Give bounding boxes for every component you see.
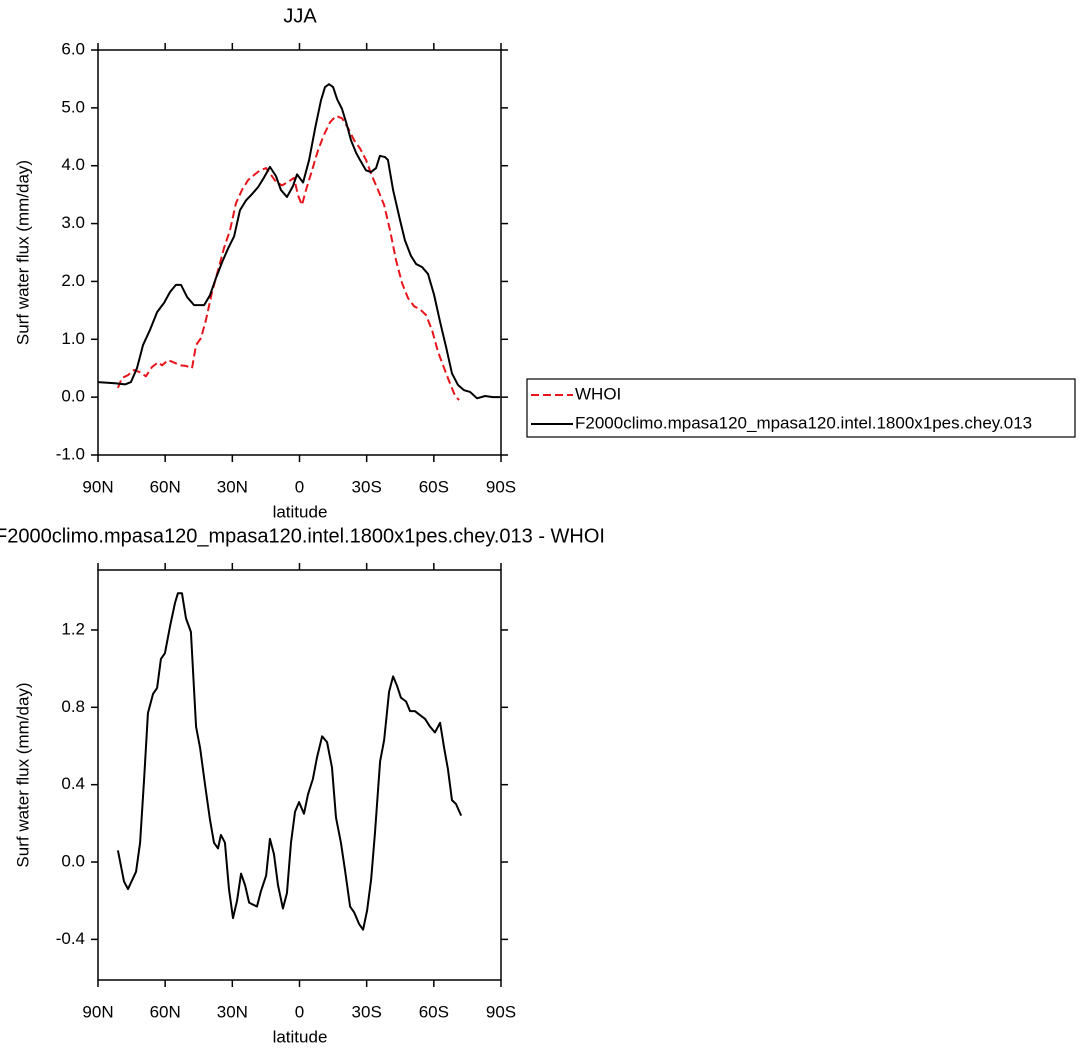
- y-tick-label: 5.0: [61, 97, 85, 116]
- y-axis-label: Surf water flux (mm/day): [13, 682, 32, 867]
- x-tick-label: 30N: [217, 477, 248, 496]
- y-tick-label: 3.0: [61, 213, 85, 232]
- y-tick-label: -1.0: [56, 444, 85, 463]
- chart-title: F2000climo.mpasa120_mpasa120.intel.1800x…: [0, 525, 605, 547]
- y-tick-label: 0.0: [61, 852, 85, 871]
- x-tick-label: 60N: [150, 1002, 181, 1021]
- x-axis-label: latitude: [273, 1027, 328, 1046]
- x-tick-label: 0: [295, 477, 304, 496]
- legend-label: WHOI: [575, 384, 621, 403]
- x-tick-label: 0: [295, 1002, 304, 1021]
- plot-frame: [97, 49, 502, 456]
- x-tick-label: 90S: [486, 1002, 516, 1021]
- data-line: [117, 114, 460, 401]
- x-tick-label: 60S: [419, 1002, 449, 1021]
- plot-frame: [97, 569, 502, 981]
- legend-box: [526, 378, 1076, 438]
- x-axis-label: latitude: [273, 502, 328, 521]
- y-tick-label: 0.0: [61, 387, 85, 406]
- y-tick-label: 1.2: [61, 619, 85, 638]
- x-tick-label: 30S: [352, 1002, 382, 1021]
- y-tick-label: 0.4: [61, 774, 85, 793]
- y-tick-label: -0.4: [56, 929, 85, 948]
- y-tick-label: 2.0: [61, 271, 85, 290]
- x-tick-label: 30N: [217, 1002, 248, 1021]
- x-tick-label: 30S: [352, 477, 382, 496]
- x-tick-label: 90N: [82, 1002, 113, 1021]
- y-axis-label: Surf water flux (mm/day): [13, 160, 32, 345]
- x-tick-label: 60N: [150, 477, 181, 496]
- y-tick-label: 1.0: [61, 329, 85, 348]
- x-tick-label: 90S: [486, 477, 516, 496]
- y-tick-label: 4.0: [61, 155, 85, 174]
- y-tick-label: 6.0: [61, 39, 85, 58]
- data-line: [97, 83, 501, 400]
- y-tick-label: 0.8: [61, 697, 85, 716]
- chart-title: JJA: [283, 5, 317, 27]
- legend-label: F2000climo.mpasa120_mpasa120.intel.1800x…: [575, 413, 1032, 432]
- x-tick-label: 90N: [82, 477, 113, 496]
- data-line: [116, 592, 463, 931]
- x-tick-label: 60S: [419, 477, 449, 496]
